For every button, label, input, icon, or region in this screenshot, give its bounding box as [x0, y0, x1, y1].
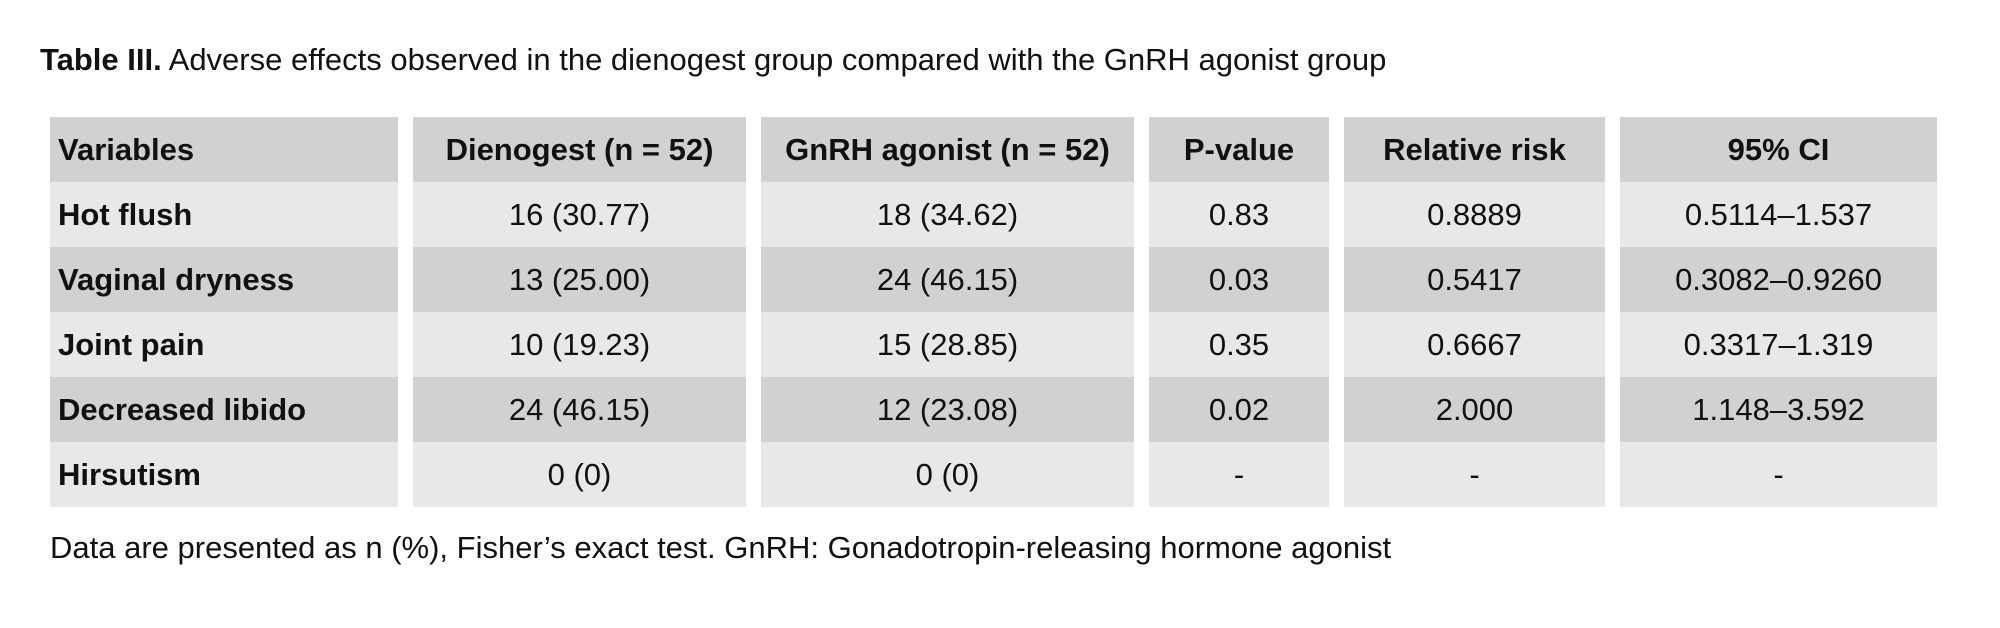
table-cell: 0.8889 [1344, 182, 1605, 247]
table-cell: 15 (28.85) [761, 312, 1134, 377]
adverse-effects-table: Variables Dienogest (n = 52) GnRH agonis… [50, 117, 1937, 507]
table-cell: 13 (25.00) [413, 247, 746, 312]
table-cell: 0.02 [1149, 377, 1329, 442]
row-label-decreased-libido: Decreased libido [50, 377, 398, 442]
table-caption-text: Adverse effects observed in the dienoges… [161, 42, 1387, 77]
table-cell: 12 (23.08) [761, 377, 1134, 442]
header-relative-risk: Relative risk [1344, 117, 1605, 182]
table-cell: 10 (19.23) [413, 312, 746, 377]
table-cell: 0 (0) [761, 442, 1134, 507]
header-p-value: P-value [1149, 117, 1329, 182]
table-cell: 0 (0) [413, 442, 746, 507]
table-cell: 0.3082–0.9260 [1620, 247, 1937, 312]
table-cell: 24 (46.15) [413, 377, 746, 442]
row-label-hot-flush: Hot flush [50, 182, 398, 247]
table-cell: 0.5114–1.537 [1620, 182, 1937, 247]
table-cell: 18 (34.62) [761, 182, 1134, 247]
table-cell: - [1620, 442, 1937, 507]
table-footnote: Data are presented as n (%), Fisher’s ex… [50, 530, 1392, 565]
table-cell: 0.5417 [1344, 247, 1605, 312]
table-cell: 0.3317–1.319 [1620, 312, 1937, 377]
table-cell: - [1149, 442, 1329, 507]
table-cell: 0.03 [1149, 247, 1329, 312]
header-95-ci: 95% CI [1620, 117, 1937, 182]
table-cell: - [1344, 442, 1605, 507]
table-cell: 0.6667 [1344, 312, 1605, 377]
row-label-joint-pain: Joint pain [50, 312, 398, 377]
header-dienogest: Dienogest (n = 52) [413, 117, 746, 182]
row-label-hirsutism: Hirsutism [50, 442, 398, 507]
table-cell: 2.000 [1344, 377, 1605, 442]
table-cell: 0.83 [1149, 182, 1329, 247]
table-cell: 24 (46.15) [761, 247, 1134, 312]
table-cell: 1.148–3.592 [1620, 377, 1937, 442]
header-variables: Variables [50, 117, 398, 182]
table-cell: 16 (30.77) [413, 182, 746, 247]
table-cell: 0.35 [1149, 312, 1329, 377]
table-caption-label: Table III. [40, 42, 162, 77]
table-caption: Table III. Adverse effects observed in t… [40, 38, 1386, 82]
row-label-vaginal-dryness: Vaginal dryness [50, 247, 398, 312]
header-gnrh-agonist: GnRH agonist (n = 52) [761, 117, 1134, 182]
